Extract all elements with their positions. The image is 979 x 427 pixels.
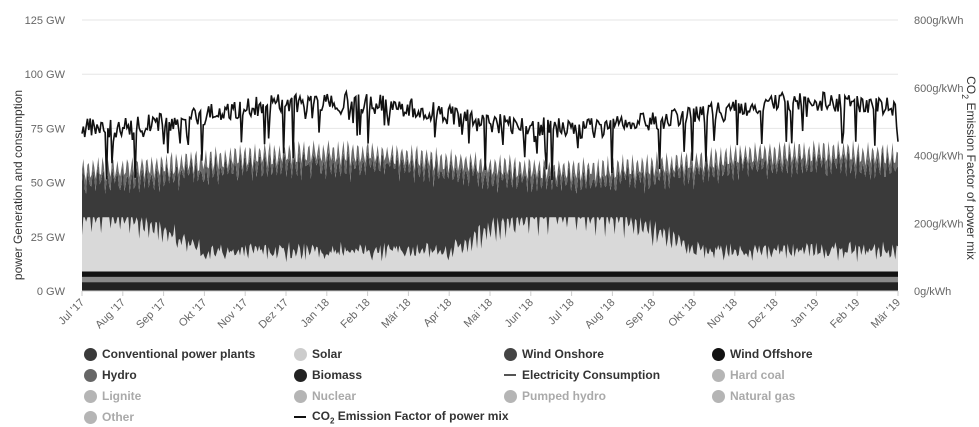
x-tick-label: Nov '18 bbox=[705, 297, 740, 332]
legend-label: Hard coal bbox=[730, 368, 785, 382]
legend-dot-symbol bbox=[712, 389, 725, 403]
legend-dot-symbol bbox=[712, 368, 725, 382]
legend-item-nuclear[interactable]: Nuclear bbox=[294, 386, 356, 406]
x-tick-label: Jul '17 bbox=[56, 297, 87, 328]
right-axis-ticks: 0g/kWh 200g/kWh 400g/kWh 600g/kWh 800g/kWh bbox=[914, 15, 964, 298]
legend-label: CO2 Emission Factor of power mix bbox=[312, 408, 509, 426]
legend-label: Other bbox=[102, 410, 135, 424]
biomass-area bbox=[82, 282, 898, 291]
x-tick-label: Sep '17 bbox=[134, 297, 169, 332]
legend-dot-symbol bbox=[84, 368, 97, 382]
x-tick-label: Feb '19 bbox=[828, 297, 862, 331]
legend-item-wind-onshore[interactable]: Wind Onshore bbox=[504, 344, 604, 364]
legend-label: Pumped hydro bbox=[522, 389, 607, 403]
left-axis-title: power Generation and consumption bbox=[11, 90, 25, 280]
right-tick-label: 0g/kWh bbox=[914, 286, 951, 298]
legend-item-co2-emission-factor-of-power-mix[interactable]: CO2 Emission Factor of power mix bbox=[294, 407, 509, 427]
left-tick-label: 100 GW bbox=[25, 69, 66, 81]
x-tick-label: Jul '18 bbox=[546, 297, 577, 328]
legend-item-conventional-power-plants[interactable]: Conventional power plants bbox=[84, 344, 255, 364]
legend-dot-symbol bbox=[294, 347, 307, 361]
x-tick-label: Apr '18 bbox=[421, 297, 454, 330]
x-tick-label: Aug '17 bbox=[93, 297, 128, 332]
legend-dot-symbol bbox=[84, 410, 97, 424]
hydro-area bbox=[82, 276, 898, 283]
right-tick-label: 800g/kWh bbox=[914, 15, 964, 27]
legend-item-natural-gas[interactable]: Natural gas bbox=[712, 386, 795, 406]
legend-dot-symbol bbox=[504, 389, 517, 403]
legend-line-symbol bbox=[504, 374, 516, 376]
x-tick-label: Okt '17 bbox=[177, 297, 210, 330]
legend-item-electricity-consumption[interactable]: Electricity Consumption bbox=[504, 365, 660, 385]
legend-dot-symbol bbox=[84, 347, 97, 361]
left-tick-label: 0 GW bbox=[37, 286, 66, 298]
solar-area bbox=[82, 217, 898, 272]
legend-label: Biomass bbox=[312, 368, 363, 382]
legend-label: Wind Onshore bbox=[522, 347, 604, 361]
x-tick-label: Dez '18 bbox=[746, 297, 781, 332]
legend-item-hydro[interactable]: Hydro bbox=[84, 365, 137, 385]
right-tick-label: 600g/kWh bbox=[914, 83, 964, 95]
legend-item-other[interactable]: Other bbox=[84, 407, 134, 427]
legend-dot-symbol bbox=[294, 368, 307, 382]
left-axis-ticks: 0 GW 25 GW 50 GW 75 GW 100 GW 125 GW bbox=[25, 15, 66, 298]
x-tick-label: Jan '19 bbox=[788, 297, 821, 330]
left-tick-label: 125 GW bbox=[25, 15, 66, 27]
legend-item-biomass[interactable]: Biomass bbox=[294, 365, 362, 385]
x-tick-label: Dez '17 bbox=[257, 297, 292, 332]
wind-onshore-area bbox=[82, 139, 898, 194]
legend-label: Conventional power plants bbox=[102, 347, 256, 361]
right-axis-title: CO2 Emission Factor of power mix bbox=[960, 76, 978, 260]
left-tick-label: 25 GW bbox=[31, 232, 66, 244]
legend-item-solar[interactable]: Solar bbox=[294, 344, 342, 364]
legend-item-wind-offshore[interactable]: Wind Offshore bbox=[712, 344, 813, 364]
legend-dot-symbol bbox=[504, 347, 517, 361]
legend-dot-symbol bbox=[712, 347, 725, 361]
legend-label: Hydro bbox=[102, 368, 137, 382]
legend-label: Solar bbox=[312, 347, 343, 361]
x-tick-label: Jun '18 bbox=[503, 297, 536, 330]
legend-item-hard-coal[interactable]: Hard coal bbox=[712, 365, 785, 385]
x-tick-label: Okt '18 bbox=[666, 297, 699, 330]
legend-label: Wind Offshore bbox=[730, 347, 813, 361]
x-tick-label: Mär '18 bbox=[379, 297, 413, 331]
x-axis-ticks: Jul '17 Aug '17 Sep '17 Okt '17 Nov '17 Dez '… bbox=[56, 290, 903, 332]
x-tick-label: Feb '18 bbox=[339, 297, 373, 331]
right-tick-label: 200g/kWh bbox=[914, 218, 964, 230]
legend-dot-symbol bbox=[84, 389, 97, 403]
legend-label: Nuclear bbox=[312, 389, 357, 403]
x-tick-label: Nov '17 bbox=[216, 297, 251, 332]
legend-label: Lignite bbox=[102, 389, 142, 403]
x-tick-label: Mai '18 bbox=[462, 297, 495, 330]
legend-dot-symbol bbox=[294, 389, 307, 403]
legend-item-pumped-hydro[interactable]: Pumped hydro bbox=[504, 386, 606, 406]
right-tick-label: 400g/kWh bbox=[914, 151, 964, 163]
legend-label: Electricity Consumption bbox=[522, 368, 661, 382]
legend-item-lignite[interactable]: Lignite bbox=[84, 386, 141, 406]
left-tick-label: 50 GW bbox=[31, 178, 66, 190]
chart: 0 GW 25 GW 50 GW 75 GW 100 GW 125 GW 0g/kWh 20… bbox=[11, 15, 978, 332]
x-tick-label: Sep '18 bbox=[624, 297, 659, 332]
x-tick-label: Jan '18 bbox=[299, 297, 332, 330]
x-tick-label: Mär '19 bbox=[869, 297, 903, 331]
wind-offshore-area bbox=[82, 271, 898, 277]
co2-factor-line bbox=[81, 89, 899, 181]
plot-area bbox=[81, 89, 899, 291]
legend-line-symbol bbox=[294, 416, 306, 418]
x-tick-label: Aug '18 bbox=[583, 297, 618, 332]
legend-label: Natural gas bbox=[730, 389, 796, 403]
left-tick-label: 75 GW bbox=[31, 123, 66, 135]
